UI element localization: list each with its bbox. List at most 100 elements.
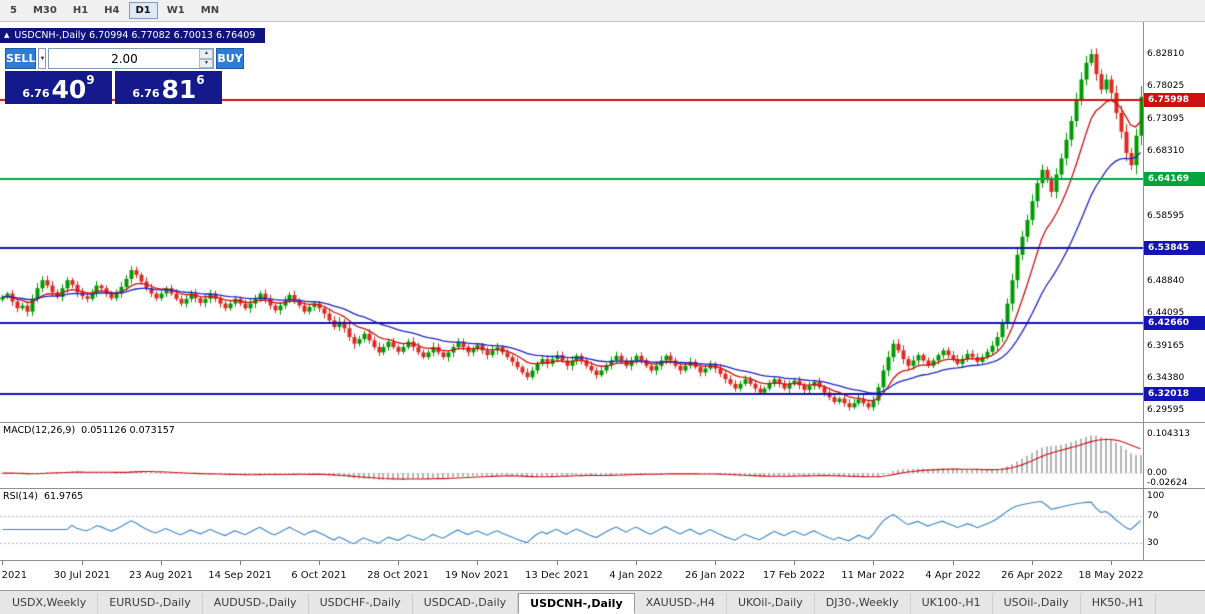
price-level-badge: 6.32018 (1144, 386, 1205, 401)
price-axis-rsi[interactable]: 100 70 30 (1143, 489, 1205, 560)
axis-tick: 30 (1147, 538, 1159, 549)
date-tick (477, 561, 478, 565)
date-tick (82, 561, 83, 565)
rsi-canvas[interactable] (0, 489, 1143, 560)
sell-price-display[interactable]: 6.76 40 9 (5, 71, 112, 104)
chart-tab[interactable]: XAUUSD-,H4 (635, 593, 727, 614)
date-label: 13 Dec 2021 (525, 570, 589, 581)
chart-tab-bar: USDX,Weekly EURUSD-,Daily AUDUSD-,Daily USD… (0, 590, 1205, 614)
volume-input[interactable] (49, 49, 200, 68)
volume-stepper: ▲ ▼ (199, 49, 214, 68)
axis-tick: 100 (1147, 490, 1165, 501)
volume-down-button[interactable]: ▼ (199, 58, 214, 68)
date-label: 30 Jul 2021 (53, 570, 111, 581)
date-label: 4 Apr 2022 (925, 570, 981, 581)
buy-price-sup: 6 (196, 73, 205, 87)
chart-tab[interactable]: AUDUSD-,Daily (203, 593, 309, 614)
axis-tick: 6.58595 (1147, 211, 1185, 221)
macd-label: MACD(12,26,9) 0.051126 0.073157 (3, 425, 175, 436)
date-label: 8 Jul 2021 (0, 570, 28, 581)
chevron-down-icon: ▼ (39, 55, 46, 62)
buy-price-big: 81 (161, 75, 197, 104)
axis-tick: 6.82810 (1147, 49, 1185, 60)
date-tick (161, 561, 162, 565)
price-level-badge: 6.64169 (1144, 171, 1205, 186)
date-tick (557, 561, 558, 565)
sell-price-prefix: 6.76 (22, 87, 50, 100)
axis-tick: 6.48840 (1147, 276, 1185, 287)
date-label: 23 Aug 2021 (128, 570, 194, 581)
one-click-trading-panel: SELL ▼ ▲ ▼ BUY 6.76 40 9 6.7 (5, 48, 244, 104)
date-tick (1032, 561, 1033, 565)
date-tick (398, 561, 399, 565)
axis-tick: 6.29595 (1147, 404, 1185, 415)
chart-tab[interactable]: USDX,Weekly (1, 593, 99, 614)
date-tick (794, 561, 795, 565)
axis-tick: 0.104313 (1147, 429, 1190, 440)
macd-panel: MACD(12,26,9) 0.051126 0.073157 0.104313 0… (0, 422, 1205, 488)
chart-tab[interactable]: USDCHF-,Daily (309, 593, 413, 614)
chart-icon: ▲ (4, 31, 10, 39)
chart-tab[interactable]: UK100-,H1 (911, 593, 993, 614)
price-level-badge: 6.42660 (1144, 315, 1205, 330)
date-label: 28 Oct 2021 (367, 570, 429, 581)
axis-tick: -0.02624 (1147, 477, 1188, 488)
chart-tab[interactable]: USDCAD-,Daily (413, 593, 519, 614)
volume-field: ▲ ▼ (48, 48, 215, 69)
timeframe-button-M30[interactable]: M30 (26, 2, 64, 19)
axis-tick: 70 (1147, 511, 1159, 522)
date-label: 6 Oct 2021 (291, 570, 347, 581)
chart-tab[interactable]: USOil-,Daily (993, 593, 1081, 614)
axis-tick: 6.39165 (1147, 340, 1185, 351)
axis-tick: 6.78025 (1147, 81, 1185, 92)
timeframe-button-H1[interactable]: H1 (66, 2, 95, 19)
timeframe-button-5[interactable]: 5 (3, 2, 24, 19)
chart-tab[interactable]: UKOil-,Daily (727, 593, 815, 614)
date-label: 17 Feb 2022 (762, 570, 826, 581)
macd-canvas[interactable] (0, 423, 1143, 488)
rsi-title: RSI(14) (3, 491, 38, 502)
date-label: 14 Sep 2021 (208, 570, 272, 581)
chart-tab[interactable]: EURUSD-,Daily (98, 593, 203, 614)
timeframe-button-W1[interactable]: W1 (160, 2, 192, 19)
chart-tab[interactable]: DJ30-,Weekly (815, 593, 911, 614)
date-tick (715, 561, 716, 565)
volume-preset-dropdown[interactable]: ▼ (38, 48, 47, 69)
timeframe-button-D1[interactable]: D1 (128, 2, 158, 19)
date-tick (319, 561, 320, 565)
axis-tick: 6.73095 (1147, 114, 1185, 125)
date-tick (636, 561, 637, 565)
date-axis[interactable]: 8 Jul 2021 30 Jul 2021 23 Aug 2021 14 Sep 2… (0, 560, 1205, 590)
axis-tick: 6.68310 (1147, 146, 1185, 157)
rsi-label: RSI(14) 61.9765 (3, 491, 83, 502)
axis-tick: 6.34380 (1147, 372, 1185, 383)
buy-button[interactable]: BUY (216, 48, 244, 69)
volume-up-button[interactable]: ▲ (199, 49, 214, 59)
chart-title-text: USDCNH-,Daily 6.70994 6.77082 6.70013 6.… (14, 30, 256, 41)
date-tick (240, 561, 241, 565)
macd-title: MACD(12,26,9) (3, 425, 76, 436)
main-chart-panel: 6.828106.780256.730956.683106.635256.585… (0, 22, 1205, 422)
date-tick (2, 561, 3, 565)
price-axis-main[interactable]: 6.828106.780256.730956.683106.635256.585… (1143, 22, 1205, 422)
date-label: 18 May 2022 (1078, 570, 1144, 581)
price-level-badge: 6.53845 (1144, 240, 1205, 255)
date-label: 4 Jan 2022 (609, 570, 663, 581)
chart-tab[interactable]: HK50-,H1 (1081, 593, 1156, 614)
sell-price-big: 40 (51, 75, 87, 104)
axis-tick: 0.00 (1147, 468, 1168, 479)
date-tick (873, 561, 874, 565)
chart-tab[interactable]: USDCNH-,Daily (518, 593, 635, 614)
price-level-badge: 6.75998 (1144, 92, 1205, 107)
macd-values: 0.051126 0.073157 (81, 425, 175, 436)
axis-tick: 6.44095 (1147, 308, 1185, 318)
chart-title-bar: ▲ USDCNH-,Daily 6.70994 6.77082 6.70013 … (0, 28, 266, 43)
buy-price-display[interactable]: 6.76 81 6 (115, 71, 222, 104)
timeframe-button-MN[interactable]: MN (194, 2, 226, 19)
price-axis-macd[interactable]: 0.104313 0.00 -0.02624 (1143, 423, 1205, 488)
timeframe-button-H4[interactable]: H4 (97, 2, 126, 19)
sell-button[interactable]: SELL (5, 48, 37, 69)
buy-price-prefix: 6.76 (132, 87, 160, 100)
date-tick (953, 561, 954, 565)
